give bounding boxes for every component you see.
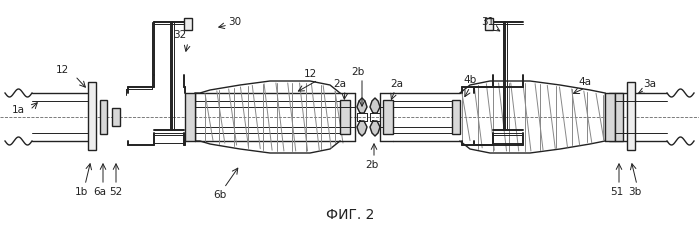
Text: 4b: 4b	[463, 75, 477, 85]
Text: 1a: 1a	[11, 105, 24, 115]
Text: 2a: 2a	[391, 79, 403, 89]
Polygon shape	[370, 98, 380, 113]
Text: ФИГ. 2: ФИГ. 2	[326, 208, 374, 222]
Bar	[485, 18, 493, 30]
Bar	[605, 93, 615, 141]
Text: 6b: 6b	[213, 190, 226, 200]
Polygon shape	[370, 121, 380, 136]
Text: 4a: 4a	[579, 77, 591, 87]
Text: 52: 52	[109, 187, 122, 197]
Bar	[340, 100, 350, 134]
Text: 12: 12	[303, 69, 317, 79]
Bar	[627, 82, 635, 150]
Text: 12: 12	[55, 65, 69, 75]
Text: 2a: 2a	[333, 79, 347, 89]
Text: 32: 32	[173, 30, 187, 40]
Text: 6a: 6a	[94, 187, 106, 197]
Text: 2b: 2b	[366, 160, 379, 170]
Text: 51: 51	[610, 187, 624, 197]
Text: 31: 31	[482, 17, 495, 27]
Bar	[112, 108, 120, 126]
Bar	[88, 82, 96, 150]
Bar	[383, 100, 393, 134]
Text: 3b: 3b	[628, 187, 642, 197]
Bar	[184, 18, 192, 30]
Text: 1b: 1b	[74, 187, 87, 197]
Text: 3a: 3a	[644, 79, 656, 89]
Bar	[100, 100, 107, 134]
Bar	[615, 93, 623, 141]
Polygon shape	[357, 121, 367, 136]
Bar	[452, 100, 460, 134]
Text: 2b: 2b	[352, 67, 365, 77]
Bar	[185, 93, 195, 141]
Polygon shape	[357, 98, 367, 113]
Text: 30: 30	[229, 17, 242, 27]
